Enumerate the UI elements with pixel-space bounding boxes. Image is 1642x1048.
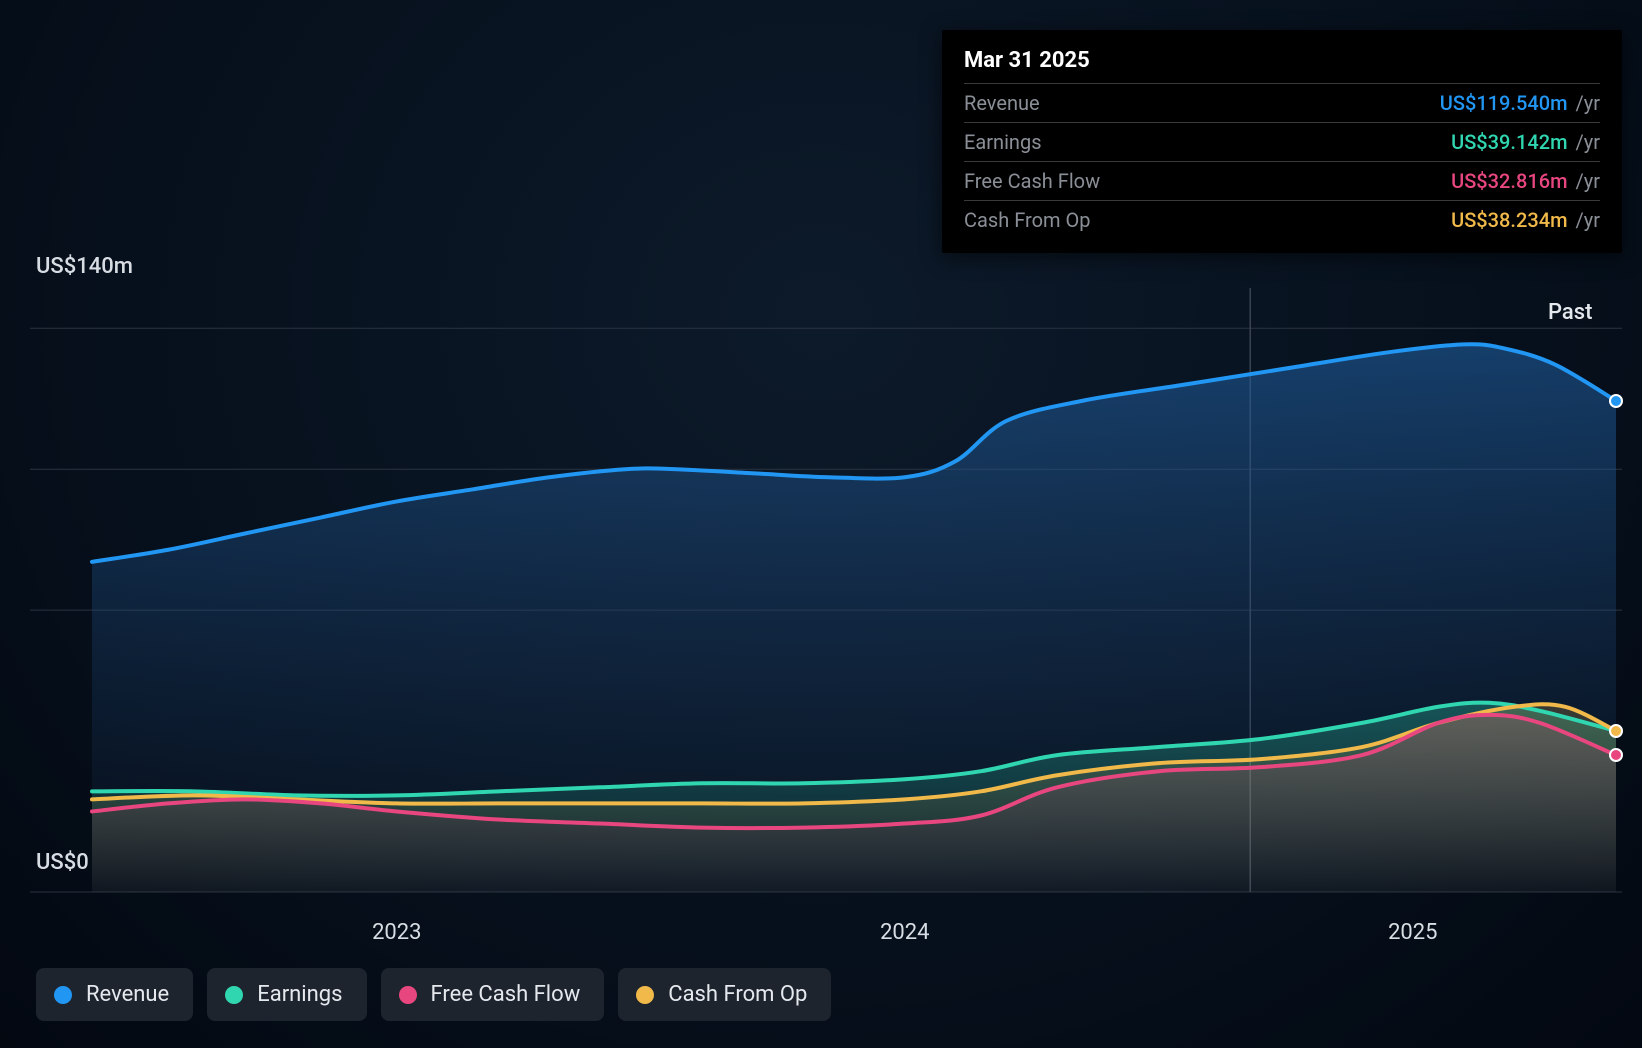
end-marker-free_cash_flow: [1609, 748, 1623, 762]
tooltip-row-value: US$39.142m: [1451, 130, 1567, 154]
legend-item-free-cash-flow[interactable]: Free Cash Flow: [381, 968, 605, 1021]
legend-item-label: Earnings: [257, 982, 342, 1007]
legend-item-earnings[interactable]: Earnings: [207, 968, 366, 1021]
legend-item-label: Free Cash Flow: [431, 982, 581, 1007]
legend-dot-icon: [399, 986, 417, 1004]
tooltip-row-label: Earnings: [964, 130, 1451, 154]
legend-item-revenue[interactable]: Revenue: [36, 968, 193, 1021]
past-label: Past: [1548, 300, 1592, 325]
tooltip-row-label: Free Cash Flow: [964, 169, 1451, 193]
legend-item-cash-from-op[interactable]: Cash From Op: [618, 968, 831, 1021]
tooltip-row: Free Cash FlowUS$32.816m/yr: [964, 161, 1600, 200]
x-axis-label: 2025: [1388, 920, 1437, 945]
tooltip-row-value: US$119.540m: [1440, 91, 1568, 115]
tooltip-row-unit: /yr: [1576, 91, 1601, 115]
legend-item-label: Revenue: [86, 982, 169, 1007]
tooltip-row-unit: /yr: [1576, 208, 1601, 232]
tooltip-row-unit: /yr: [1576, 130, 1601, 154]
tooltip-row-label: Cash From Op: [964, 208, 1451, 232]
tooltip-row: Cash From OpUS$38.234m/yr: [964, 200, 1600, 239]
y-axis-label: US$0: [36, 850, 89, 875]
end-marker-cash_from_op: [1609, 724, 1623, 738]
tooltip-row-value: US$38.234m: [1451, 208, 1567, 232]
tooltip-row-label: Revenue: [964, 91, 1440, 115]
end-marker-revenue: [1609, 394, 1623, 408]
chart-tooltip: Mar 31 2025 RevenueUS$119.540m/yrEarning…: [942, 30, 1622, 253]
financials-chart[interactable]: US$140m US$0 2023 2024 2025 Past Mar 31 202…: [0, 0, 1642, 1048]
chart-legend: Revenue Earnings Free Cash Flow Cash From O…: [36, 968, 831, 1021]
tooltip-row: RevenueUS$119.540m/yr: [964, 83, 1600, 122]
legend-dot-icon: [54, 986, 72, 1004]
tooltip-row-unit: /yr: [1576, 169, 1601, 193]
legend-dot-icon: [225, 986, 243, 1004]
x-axis-label: 2024: [880, 920, 929, 945]
tooltip-row: EarningsUS$39.142m/yr: [964, 122, 1600, 161]
tooltip-date: Mar 31 2025: [964, 48, 1600, 83]
legend-item-label: Cash From Op: [668, 982, 807, 1007]
y-axis-label: US$140m: [36, 254, 133, 279]
legend-dot-icon: [636, 986, 654, 1004]
x-axis-label: 2023: [372, 920, 421, 945]
tooltip-row-value: US$32.816m: [1451, 169, 1567, 193]
